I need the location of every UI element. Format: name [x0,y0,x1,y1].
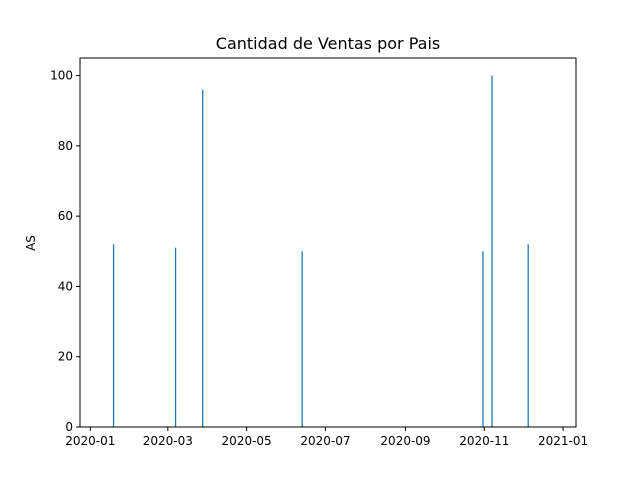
x-tick-label: 2020-03 [143,434,193,448]
bar [527,244,529,427]
plot-frame [79,57,577,428]
bar [202,89,204,427]
x-tick-label: 2020-05 [222,434,272,448]
y-tick-label: 100 [50,69,73,83]
bars-group [112,75,529,428]
bar [491,75,493,428]
x-tick-label: 2020-01 [65,434,115,448]
y-tick-label: 20 [58,350,73,364]
x-tick-label: 2020-09 [380,434,430,448]
y-tick-label: 60 [58,209,73,223]
bar [174,247,177,427]
x-tick-label: 2021-01 [538,434,588,448]
x-tick-label: 2020-11 [459,434,509,448]
bar [112,244,115,427]
bar [482,251,484,427]
y-tick-label: 0 [65,420,73,434]
x-tick-label: 2020-07 [300,434,350,448]
y-tick-label: 80 [58,139,73,153]
chart-title: Cantidad de Ventas por Pais [216,34,440,53]
y-ticks: 0 20 40 60 80 100 [50,69,80,434]
x-ticks: 2020-01 2020-03 2020-05 2020-07 2020-09 2020-… [65,427,588,448]
y-axis-label: AS [24,235,38,251]
bar [301,251,303,427]
y-tick-label: 40 [58,279,73,293]
